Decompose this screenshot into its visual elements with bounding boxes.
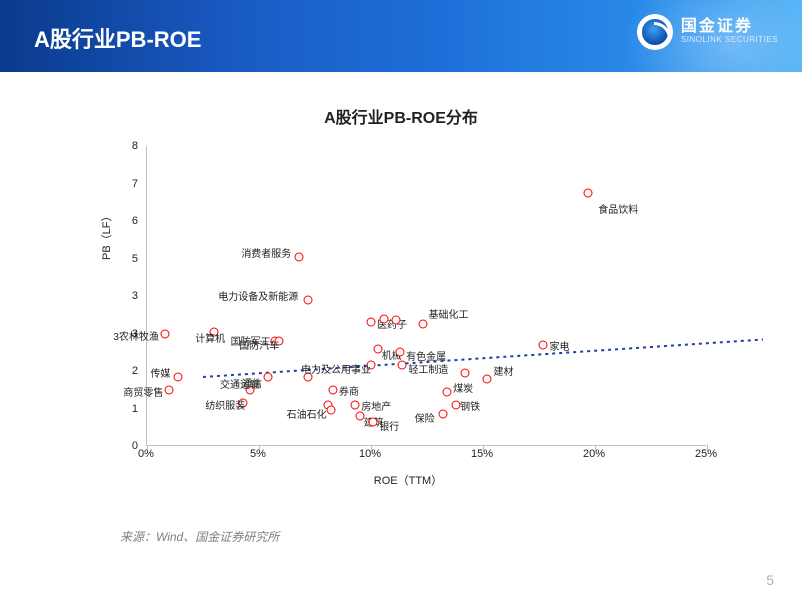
data-point — [295, 252, 304, 261]
data-point — [443, 387, 452, 396]
data-point-label: 计算机 — [195, 335, 225, 345]
data-point — [369, 417, 378, 426]
data-point-label: 钢铁 — [460, 403, 480, 413]
data-point — [304, 295, 313, 304]
data-point-label: 3农林牧渔 — [113, 333, 159, 343]
y-tick-label: 5 — [90, 253, 138, 265]
data-point-label: 电力及公用事业 — [301, 366, 371, 376]
data-point-label: 有色金属 — [406, 353, 446, 363]
data-point — [328, 385, 337, 394]
data-point-label: 商贸零售 — [123, 389, 163, 399]
data-point-label: 石油石化 — [287, 411, 327, 421]
x-tick-label: 0% — [138, 448, 154, 460]
slide-header: A股行业PB-ROE 国金证券 SINOLINK SECURITIES — [0, 0, 802, 72]
data-point — [584, 188, 593, 197]
data-point-label: 券商 — [339, 388, 359, 398]
data-point-label: 银行 — [379, 423, 399, 433]
x-tick-label: 5% — [250, 448, 266, 460]
data-point — [351, 400, 360, 409]
data-point — [539, 340, 548, 349]
brand-cn: 国金证券 — [681, 19, 778, 36]
data-point — [263, 372, 272, 381]
chart-title: A股行业PB-ROE分布 — [0, 104, 802, 128]
data-point — [396, 348, 405, 357]
data-point — [461, 368, 470, 377]
data-point — [174, 372, 183, 381]
data-point-label: 消费者服务 — [241, 250, 291, 260]
data-point-label: 食品饮料 — [598, 206, 638, 216]
data-point — [165, 385, 174, 394]
x-tick-label: 10% — [359, 448, 381, 460]
y-tick-label: 7 — [90, 178, 138, 190]
data-point-label: 国防汽车 — [239, 342, 279, 352]
data-point — [398, 361, 407, 370]
brand-text: 国金证券 SINOLINK SECURITIES — [681, 19, 778, 44]
y-tick-label: 0 — [90, 440, 138, 452]
data-point-label: 建材 — [493, 368, 513, 378]
x-axis-title: ROE（TTM） — [90, 472, 726, 488]
brand-area: 国金证券 SINOLINK SECURITIES — [637, 14, 778, 50]
data-point-label: 电力设备及新能源 — [218, 293, 298, 303]
data-point-label: 通信 — [242, 380, 262, 390]
y-tick-label: 3 — [90, 290, 138, 302]
plot-area: 3农林牧渔传媒商贸零售计算机交通运输纺织服装通信国防军工国防汽车消费者服务电力设… — [146, 146, 706, 446]
x-tick-label: 20% — [583, 448, 605, 460]
data-point-label: 家电 — [549, 343, 569, 353]
data-point-label: 煤炭 — [453, 385, 473, 395]
data-point — [391, 316, 400, 325]
source-line: 来源：Wind、国金证券研究所 — [120, 528, 279, 545]
data-point — [438, 410, 447, 419]
data-point — [326, 406, 335, 415]
data-point — [380, 314, 389, 323]
data-point-label: 纺织服装 — [205, 402, 245, 412]
data-point — [483, 374, 492, 383]
y-tick-label: 8 — [90, 140, 138, 152]
y-tick-label: 2 — [90, 365, 138, 377]
slide: A股行业PB-ROE 国金证券 SINOLINK SECURITIES A股行业… — [0, 0, 802, 602]
data-point-label: 传媒 — [150, 370, 170, 380]
slide-title: A股行业PB-ROE — [34, 22, 201, 54]
data-point — [418, 320, 427, 329]
x-tick-label: 15% — [471, 448, 493, 460]
data-point-label: 房地产 — [361, 403, 391, 413]
y-tick-label: 1 — [90, 403, 138, 415]
scatter-chart: PB（LF） 012335678 3农林牧渔传媒商贸零售计算机交通运输纺织服装通… — [90, 140, 726, 500]
data-point-label: 基础化工 — [429, 311, 469, 321]
page-number: 5 — [766, 572, 774, 588]
x-tick-label: 25% — [695, 448, 717, 460]
data-point — [160, 329, 169, 338]
brand-en: SINOLINK SECURITIES — [681, 36, 778, 44]
brand-logo-icon — [637, 14, 673, 50]
y-tick-label: 6 — [90, 215, 138, 227]
data-point — [367, 318, 376, 327]
data-point-label: 轻工制造 — [408, 366, 448, 376]
data-point-label: 保险 — [415, 415, 435, 425]
